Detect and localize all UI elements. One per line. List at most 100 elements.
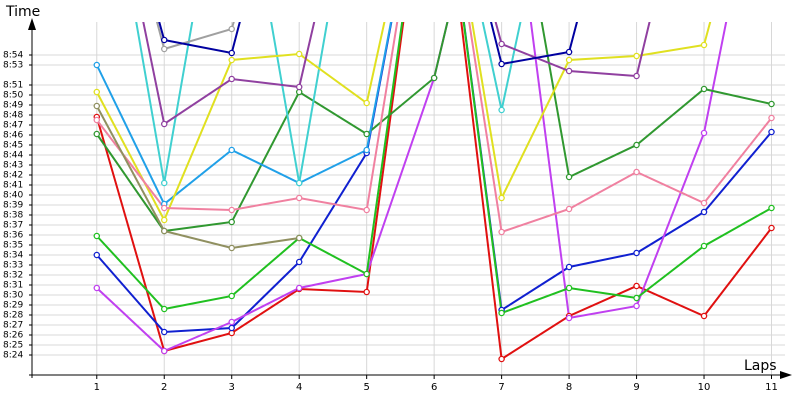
y-tick-label: 8:27	[3, 321, 23, 331]
data-point	[498, 60, 505, 68]
data-point	[160, 179, 168, 187]
x-tick-label: 10	[698, 382, 711, 393]
y-tick-label: 8:45	[3, 141, 23, 151]
data-point	[160, 204, 168, 212]
series-line	[96, 22, 772, 315]
y-axis-title: Time	[5, 4, 40, 20]
data-point	[430, 74, 438, 82]
data-point	[228, 206, 235, 214]
x-tick-label: 3	[229, 382, 235, 393]
data-point	[93, 88, 101, 96]
data-point	[565, 205, 573, 213]
y-tick-label: 8:39	[3, 201, 23, 211]
data-point	[93, 284, 101, 292]
y-tick-label: 8:46	[3, 131, 23, 141]
plot-area	[93, 22, 775, 363]
data-point	[565, 314, 573, 322]
data-point	[633, 302, 640, 310]
data-point	[565, 48, 573, 56]
x-axis-title: Laps	[744, 358, 777, 374]
data-point	[700, 242, 708, 250]
data-point	[363, 288, 370, 296]
data-point	[295, 179, 303, 187]
y-tick-label: 8:37	[3, 221, 23, 231]
data-point	[228, 292, 235, 300]
data-point	[633, 294, 640, 302]
y-tick-label: 8:40	[3, 191, 23, 201]
data-point	[93, 116, 101, 124]
data-point	[498, 355, 505, 363]
data-point	[93, 130, 101, 138]
data-point	[295, 284, 303, 292]
y-axis-arrow	[28, 18, 36, 30]
x-tick-label: 6	[431, 382, 437, 393]
series-line	[95, 22, 773, 361]
y-tick-label: 8:41	[3, 181, 23, 191]
x-tick-label: 11	[765, 382, 778, 393]
data-point	[768, 204, 775, 212]
y-tick-label: 8:33	[3, 261, 23, 271]
data-point	[700, 41, 708, 49]
data-point	[498, 106, 505, 114]
data-point	[363, 130, 370, 138]
data-point	[228, 324, 235, 332]
data-point	[295, 50, 303, 58]
data-point	[700, 208, 708, 216]
x-tick-label: 2	[161, 382, 167, 393]
series-line	[96, 22, 773, 234]
data-point	[633, 249, 640, 257]
y-tick-label: 8:44	[3, 151, 23, 161]
data-point	[565, 263, 573, 271]
data-point	[160, 328, 168, 336]
data-point	[565, 67, 573, 75]
data-point	[633, 282, 640, 290]
data-point	[228, 49, 235, 57]
data-point	[228, 56, 235, 64]
data-point	[93, 61, 101, 69]
data-point	[633, 168, 640, 176]
series-line	[135, 22, 522, 184]
data-point	[160, 120, 168, 128]
x-tick-label: 5	[363, 382, 369, 393]
y-tick-label: 8:32	[3, 271, 23, 281]
data-point	[565, 173, 573, 181]
data-point	[768, 224, 775, 232]
series-line	[158, 22, 579, 66]
series-line	[95, 22, 393, 206]
data-point	[363, 270, 370, 278]
data-point	[498, 228, 505, 236]
data-point	[700, 85, 708, 93]
y-tick-label: 8:35	[3, 241, 23, 251]
data-point	[295, 83, 303, 91]
x-axis-arrow	[780, 371, 792, 379]
data-point	[633, 72, 640, 80]
y-tick-label: 8:30	[3, 291, 23, 301]
data-point	[228, 244, 235, 252]
series-line	[156, 22, 235, 51]
data-point	[363, 99, 370, 107]
data-point	[633, 141, 640, 149]
data-point	[93, 102, 101, 110]
data-point	[363, 206, 370, 214]
grid	[32, 22, 785, 375]
y-tick-label: 8:31	[3, 281, 23, 291]
y-tick-label: 8:49	[3, 101, 23, 111]
y-tick-label: 8:43	[3, 161, 23, 171]
data-point	[228, 146, 235, 154]
y-tick-label: 8:51	[3, 81, 23, 91]
data-point	[93, 232, 101, 240]
data-point	[160, 305, 168, 313]
y-tick-label: 8:42	[3, 171, 23, 181]
series-line	[142, 22, 651, 126]
y-tick-label: 8:29	[3, 301, 23, 311]
data-point	[498, 309, 505, 317]
y-tick-label: 8:25	[3, 341, 23, 351]
data-point	[498, 40, 505, 48]
x-tick-label: 1	[94, 382, 100, 393]
series-line	[95, 22, 712, 223]
y-tick-label: 8:28	[3, 311, 23, 321]
data-point	[160, 45, 168, 53]
data-point	[295, 234, 303, 242]
data-point	[295, 194, 303, 202]
